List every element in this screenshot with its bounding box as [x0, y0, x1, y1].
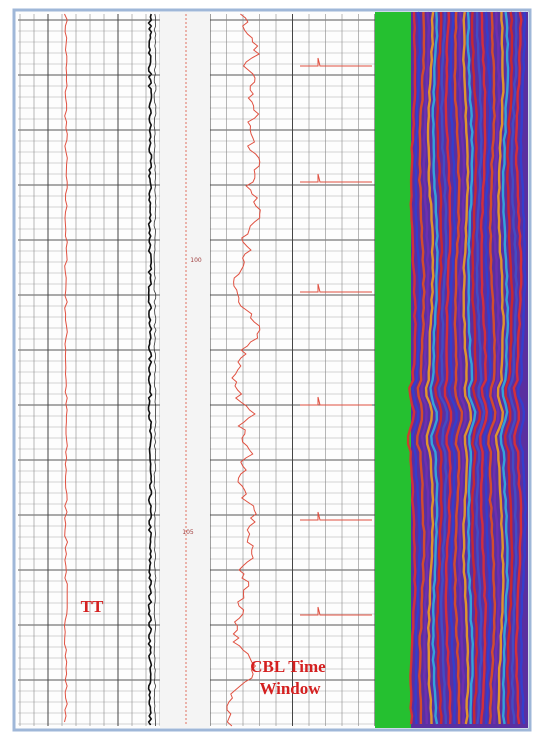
depth-label: 105	[182, 529, 194, 536]
depth-label: 100	[190, 257, 202, 264]
well-log: 100 105 TT CBL Time Window	[0, 0, 543, 740]
depth-track	[160, 12, 210, 728]
tt-label: TT	[81, 597, 104, 616]
vdl-track	[408, 12, 528, 728]
page: 100 105 TT CBL Time Window (() => { cons…	[0, 0, 543, 740]
cbl-label: CBL Time	[250, 657, 326, 676]
green-band	[375, 12, 411, 728]
cbl-label: Window	[259, 679, 321, 698]
